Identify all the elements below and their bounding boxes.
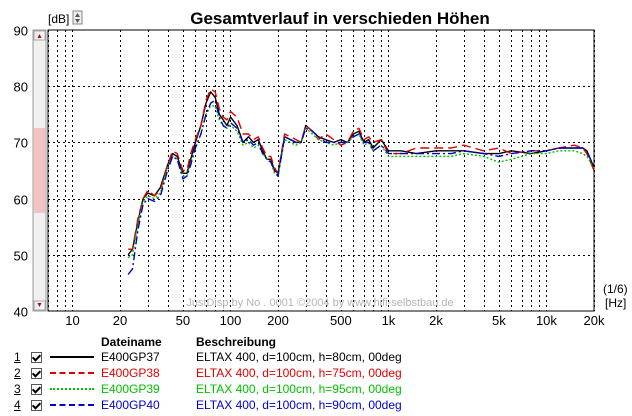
- legend-description: ELTAX 400, d=100cm, h=80cm, 00deg: [196, 350, 402, 364]
- x-tick-label: 10k: [536, 313, 557, 328]
- spin-up-icon: [75, 13, 80, 17]
- y-tick-label: 50: [14, 249, 28, 264]
- legend-row-3: 3 E400GP39 ELTAX 400, d=100cm, h=95cm, 0…: [0, 381, 632, 397]
- x-tick-label: 2k: [429, 313, 443, 328]
- series-group: [127, 88, 595, 275]
- legend-description: ELTAX 400, d=100cm, h=75cm, 00deg: [196, 366, 402, 380]
- series-line-4: [127, 99, 595, 275]
- x-tick-label: 5k: [492, 313, 506, 328]
- legend-swatch: [50, 388, 94, 390]
- x-tick-label: 20k: [584, 313, 605, 328]
- legend-index: 2: [14, 366, 21, 380]
- y-scrollbar[interactable]: [32, 29, 47, 312]
- chart-title: Gesamtverlauf in verschieden Höhen: [190, 9, 490, 28]
- x-tick-label: 50: [176, 313, 190, 328]
- scroll-down-arrow-icon: [37, 303, 42, 307]
- legend-file-name: E400GP40: [101, 398, 160, 412]
- series-checkbox[interactable]: [31, 368, 42, 379]
- resolution-label: (1/6): [603, 282, 628, 296]
- watermark-text: JustDisp by No . 0001 ©2004 by www.hifi-…: [186, 297, 453, 309]
- plot-grid: [48, 30, 595, 311]
- x-tick-label: 20: [113, 313, 127, 328]
- series-line-3: [127, 105, 595, 259]
- x-tick-label: 100: [220, 313, 242, 328]
- legend-description: ELTAX 400, d=100cm, h=95cm, 00deg: [196, 382, 402, 396]
- legend-header-name: Dateiname: [101, 335, 162, 349]
- y-tick-label: 70: [14, 136, 28, 151]
- scroll-up-arrow-icon: [37, 34, 42, 38]
- legend-index: 3: [14, 382, 21, 396]
- legend-swatch: [50, 356, 94, 358]
- legend-swatch: [50, 404, 94, 406]
- legend-file-name: E400GP39: [101, 382, 160, 396]
- x-axis-unit-label: [Hz]: [605, 296, 626, 310]
- legend-row-1: 1 E400GP37 ELTAX 400, d=100cm, h=80cm, 0…: [0, 349, 632, 365]
- legend-row-4: 4 E400GP40 ELTAX 400, d=100cm, h=90cm, 0…: [0, 397, 632, 413]
- legend-file-name: E400GP38: [101, 366, 160, 380]
- series-line-2: [128, 88, 595, 250]
- x-tick-label: 1k: [382, 313, 396, 328]
- series-checkbox[interactable]: [31, 384, 42, 395]
- axis-ticks: 40 50 60 70 80 90 10 20 50 100 200 500 1k 2k 5k 10k 20k: [14, 24, 605, 329]
- y-tick-label: 90: [14, 24, 28, 39]
- y-tick-label: 60: [14, 193, 28, 208]
- legend-header-description: Beschreibung: [196, 335, 277, 349]
- series-checkbox[interactable]: [31, 400, 42, 411]
- legend-index: 1: [14, 350, 21, 364]
- legend-index: 4: [14, 398, 21, 412]
- series-checkbox[interactable]: [31, 352, 42, 363]
- series-line-1: [127, 91, 595, 256]
- x-tick-label: 10: [65, 313, 79, 328]
- x-tick-label: 500: [330, 313, 352, 328]
- plot-frame: [47, 29, 595, 312]
- legend-file-name: E400GP37: [101, 350, 160, 364]
- legend-swatch: [50, 372, 94, 374]
- y-tick-label: 40: [14, 305, 28, 320]
- scroll-thumb[interactable]: [34, 128, 45, 213]
- y-axis-unit-label: [dB]: [48, 12, 69, 26]
- spin-down-icon: [75, 19, 80, 23]
- x-tick-label: 200: [267, 313, 289, 328]
- legend-description: ELTAX 400, d=100cm, h=90cm, 00deg: [196, 398, 402, 412]
- y-tick-label: 80: [14, 80, 28, 95]
- legend-row-2: 2 E400GP38 ELTAX 400, d=100cm, h=75cm, 0…: [0, 365, 632, 381]
- unit-spinner[interactable]: [72, 10, 83, 25]
